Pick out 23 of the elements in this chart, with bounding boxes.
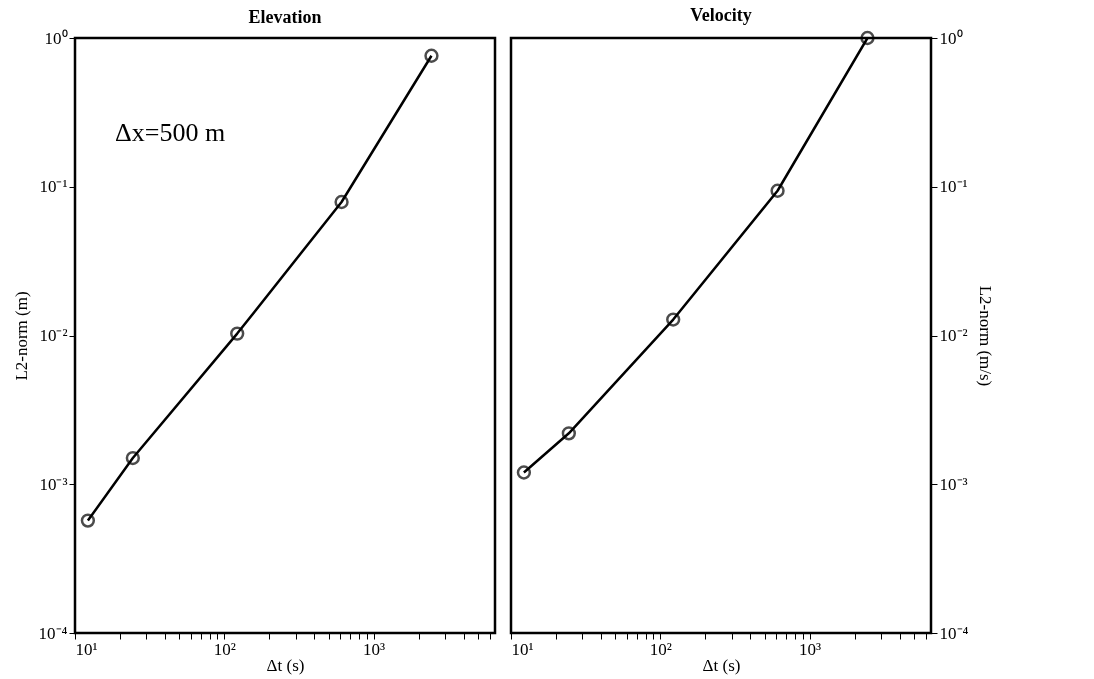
y-tick-label: 10⁰: [939, 28, 963, 48]
x-tick-label: 10²: [649, 639, 672, 659]
annotation: Δx=500 m: [115, 118, 226, 147]
y-tick-label: 10⁻³: [939, 474, 968, 494]
x-tick-label: 10¹: [511, 639, 534, 659]
y-axis-title: L2-norm (m): [11, 291, 31, 381]
y-tick-label: 10⁻¹: [39, 177, 68, 197]
y-tick-label: 10⁻¹: [939, 177, 968, 197]
x-tick-label: 10³: [799, 639, 822, 659]
y-tick-label: 10⁻²: [39, 326, 68, 345]
x-axis-title: Δt (s): [266, 655, 305, 675]
chart-title: Velocity: [690, 5, 752, 26]
y-tick-label: 10⁻⁴: [939, 623, 969, 643]
y-tick-label: 10⁻³: [39, 474, 68, 494]
x-tick-label: 10¹: [75, 639, 98, 659]
y-tick-label: 10⁻²: [939, 326, 968, 345]
y-axis-title: L2-norm (m/s): [976, 285, 996, 387]
chart-title: Elevation: [248, 7, 322, 27]
x-tick-label: 10²: [213, 639, 236, 659]
x-tick-label: 10³: [363, 639, 386, 659]
y-tick-label: 10⁰: [44, 28, 68, 48]
y-tick-label: 10⁻⁴: [38, 623, 68, 643]
x-axis-title: Δt (s): [702, 655, 741, 675]
